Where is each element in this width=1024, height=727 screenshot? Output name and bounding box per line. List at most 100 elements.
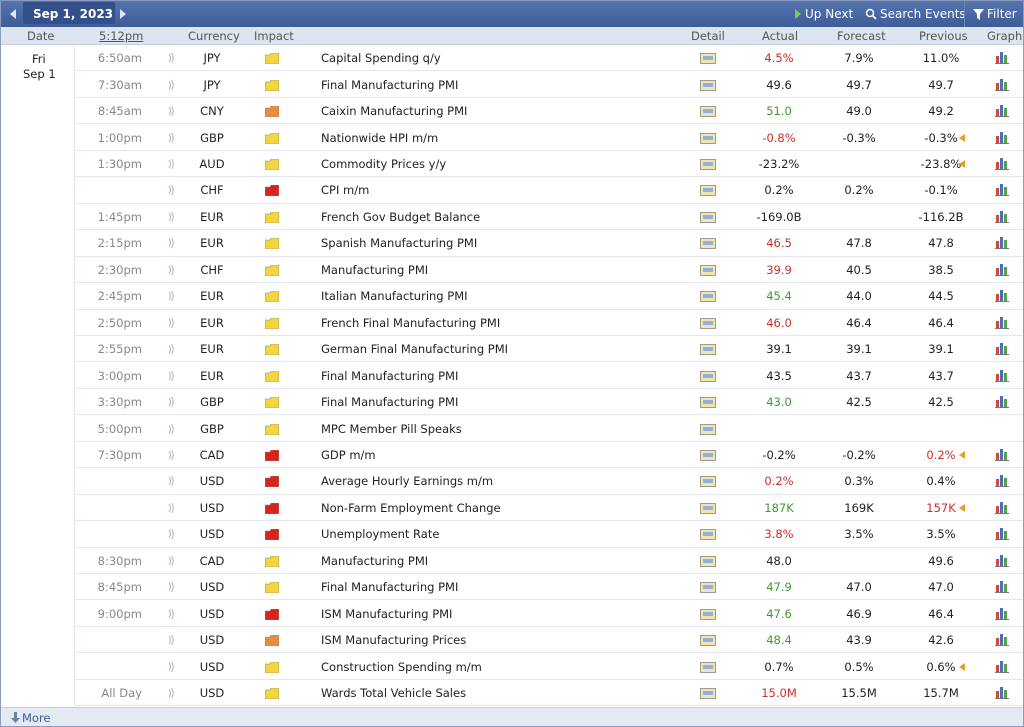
graph-icon[interactable]	[995, 157, 1010, 171]
event-title[interactable]: Spanish Manufacturing PMI	[321, 236, 478, 251]
detail-icon[interactable]	[700, 423, 716, 435]
event-title[interactable]: ISM Manufacturing PMI	[321, 606, 453, 621]
graph-icon[interactable]	[995, 51, 1010, 65]
event-title[interactable]: Unemployment Rate	[321, 527, 440, 542]
graph-icon[interactable]	[995, 210, 1010, 223]
event-title[interactable]: French Final Manufacturing PMI	[321, 315, 501, 330]
event-title[interactable]: Manufacturing PMI	[321, 553, 429, 568]
event-title[interactable]: Nationwide HPI m/m	[321, 130, 439, 145]
next-arrow[interactable]	[119, 9, 127, 19]
detail-icon[interactable]	[700, 264, 716, 276]
detail-icon[interactable]	[700, 608, 716, 620]
graph-icon[interactable]	[995, 236, 1010, 250]
event-title[interactable]: Capital Spending q/y	[321, 51, 441, 66]
event-title[interactable]: Final Manufacturing PMI	[321, 77, 459, 92]
graph-icon[interactable]	[995, 342, 1010, 356]
detail-icon[interactable]	[700, 184, 716, 197]
detail-icon[interactable]	[700, 79, 716, 91]
detail-icon[interactable]	[700, 343, 716, 356]
graph-icon[interactable]	[995, 369, 1010, 382]
detail-icon[interactable]	[700, 634, 716, 647]
actual-value: 45.4	[766, 289, 792, 304]
event-title[interactable]: Final Manufacturing PMI	[321, 395, 459, 410]
current-date[interactable]: Sep 1, 2023	[33, 7, 114, 21]
graph-icon[interactable]	[995, 580, 1010, 594]
detail-icon[interactable]	[700, 370, 716, 382]
event-title[interactable]: Construction Spending m/m	[321, 659, 482, 674]
event-title[interactable]: ISM Manufacturing Prices	[321, 633, 467, 648]
detail-icon[interactable]	[700, 158, 716, 171]
graph-icon[interactable]	[995, 104, 1010, 118]
event-title[interactable]: GDP m/m	[321, 447, 376, 462]
event-title[interactable]: Wards Total Vehicle Sales	[321, 686, 467, 701]
filter-button[interactable]: Filter	[987, 7, 1017, 21]
revised-marker[interactable]	[959, 450, 965, 459]
event-time: 1:00pm	[97, 130, 142, 145]
graph-icon[interactable]	[995, 660, 1010, 673]
previous-value: 49.2	[928, 104, 954, 119]
graph-icon[interactable]	[995, 554, 1010, 567]
graph-icon[interactable]	[995, 448, 1010, 461]
search-button[interactable]: Search Events	[880, 7, 966, 21]
detail-icon[interactable]	[700, 581, 716, 594]
event-title[interactable]: Italian Manufacturing PMI	[321, 289, 468, 304]
event-title[interactable]: CPI m/m	[321, 183, 370, 198]
previous-value: 47.8	[928, 236, 954, 251]
detail-icon[interactable]	[700, 317, 716, 329]
detail-icon[interactable]	[700, 555, 716, 567]
header-previous: Previous	[919, 29, 968, 43]
graph-icon[interactable]	[995, 501, 1010, 514]
currency: GBP	[200, 421, 224, 436]
impact-icon	[265, 185, 279, 197]
event-title[interactable]: Manufacturing PMI	[321, 262, 429, 277]
graph-icon[interactable]	[995, 527, 1010, 541]
more-link[interactable]: More	[22, 711, 51, 725]
event-title[interactable]: MPC Member Pill Speaks	[321, 421, 462, 436]
event-title[interactable]: Non-Farm Employment Change	[321, 500, 501, 515]
row-separator	[75, 599, 1023, 601]
up-next-button[interactable]: Up Next	[805, 7, 854, 21]
header-time[interactable]: 5:12pm	[99, 29, 144, 43]
event-title[interactable]: Average Hourly Earnings m/m	[321, 474, 494, 489]
graph-icon[interactable]	[995, 633, 1010, 647]
detail-icon[interactable]	[700, 132, 716, 144]
graph-icon[interactable]	[995, 316, 1010, 329]
detail-icon[interactable]	[700, 502, 716, 514]
event-title[interactable]: French Gov Budget Balance	[321, 209, 481, 224]
detail-icon[interactable]	[700, 396, 716, 409]
graph-icon[interactable]	[995, 131, 1010, 144]
event-title[interactable]: Commodity Prices y/y	[321, 157, 447, 172]
event-title[interactable]: German Final Manufacturing PMI	[321, 342, 509, 357]
previous-value: 3.5%	[926, 527, 956, 542]
detail-icon[interactable]	[700, 449, 716, 461]
detail-icon[interactable]	[700, 528, 716, 541]
impact-icon	[265, 661, 279, 673]
event-title[interactable]: Final Manufacturing PMI	[321, 368, 459, 383]
event-title[interactable]: Caixin Manufacturing PMI	[321, 104, 468, 119]
graph-icon[interactable]	[995, 289, 1010, 303]
detail-icon[interactable]	[700, 687, 716, 700]
revised-marker[interactable]	[959, 160, 965, 169]
graph-icon[interactable]	[995, 607, 1010, 620]
graph-icon[interactable]	[995, 474, 1010, 488]
sound-icon	[168, 344, 174, 355]
prev-arrow[interactable]	[9, 9, 17, 19]
detail-icon[interactable]	[700, 290, 716, 303]
graph-icon[interactable]	[995, 78, 1010, 91]
revised-marker[interactable]	[959, 662, 965, 671]
graph-icon[interactable]	[995, 263, 1010, 276]
event-title[interactable]: Final Manufacturing PMI	[321, 580, 459, 595]
graph-icon[interactable]	[995, 183, 1010, 197]
row-separator	[75, 176, 1023, 178]
revised-marker[interactable]	[959, 133, 965, 142]
actual-value: 0.2%	[764, 183, 794, 198]
detail-icon[interactable]	[700, 52, 716, 65]
detail-icon[interactable]	[700, 211, 716, 223]
revised-marker[interactable]	[959, 503, 965, 512]
detail-icon[interactable]	[700, 475, 716, 488]
detail-icon[interactable]	[700, 661, 716, 673]
graph-icon[interactable]	[995, 686, 1010, 700]
graph-icon[interactable]	[995, 395, 1010, 409]
detail-icon[interactable]	[700, 105, 716, 118]
detail-icon[interactable]	[700, 237, 716, 250]
